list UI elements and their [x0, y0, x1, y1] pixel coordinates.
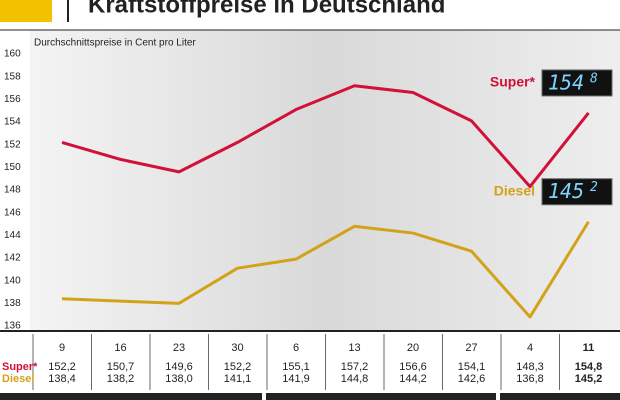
- value-label: 152,2: [224, 361, 252, 373]
- y-tick-label: 136: [4, 321, 21, 332]
- value-label: 150,7: [107, 361, 135, 373]
- value-label: 148,3: [516, 361, 544, 373]
- y-tick-label: 158: [4, 71, 21, 82]
- y-tick-label: 138: [4, 298, 21, 309]
- value-label: 141,1: [224, 373, 252, 385]
- value-label: 144,2: [399, 373, 427, 385]
- y-tick-label: 140: [4, 275, 21, 286]
- month-bar: [500, 393, 620, 400]
- plot-background: [30, 30, 620, 330]
- value-label: 141,9: [282, 373, 310, 385]
- x-tick-label: 9: [59, 342, 65, 354]
- row-label: Super*: [2, 361, 38, 373]
- y-tick-label: 148: [4, 185, 21, 196]
- price-display-main: 145: [548, 179, 584, 203]
- x-tick-label: 11: [583, 342, 595, 354]
- value-label: 138,0: [165, 373, 193, 385]
- x-tick-label: 27: [465, 342, 477, 354]
- y-tick-label: 142: [4, 253, 21, 264]
- x-tick-label: 23: [173, 342, 185, 354]
- value-label: 152,2: [48, 361, 76, 373]
- y-tick-label: 144: [4, 230, 21, 241]
- chart-subtitle: Durchschnittspreise in Cent pro Liter: [34, 38, 196, 49]
- price-display-sup: 8: [590, 71, 598, 86]
- value-label: 145,2: [575, 373, 603, 385]
- value-label: 156,6: [399, 361, 427, 373]
- y-tick-label: 152: [4, 139, 21, 150]
- series-line: [61, 84, 590, 189]
- price-display: [541, 69, 613, 97]
- chart-title: Kraftstoffpreise in Deutschland: [88, 0, 445, 18]
- value-label: 138,4: [48, 373, 76, 385]
- y-tick-label: 160: [4, 49, 21, 60]
- value-label: 157,2: [341, 361, 369, 373]
- value-label: 149,6: [165, 361, 193, 373]
- x-tick-label: 30: [231, 342, 243, 354]
- x-tick-label: 13: [348, 342, 360, 354]
- price-display-sup: 2: [590, 180, 598, 195]
- y-tick-label: 156: [4, 94, 21, 105]
- x-tick-label: 6: [293, 342, 299, 354]
- row-label: Diesel: [2, 373, 34, 385]
- value-label: 136,8: [516, 373, 544, 385]
- series-label: Super*: [490, 74, 536, 90]
- value-label: 154,1: [458, 361, 486, 373]
- price-display-main: 154: [548, 70, 584, 94]
- value-label: 144,8: [341, 373, 369, 385]
- y-tick-label: 154: [4, 117, 21, 128]
- brand-square: [0, 0, 52, 22]
- month-bar: [266, 393, 496, 400]
- price-display: [541, 178, 613, 206]
- series-line: [61, 220, 590, 319]
- value-label: 142,6: [458, 373, 486, 385]
- month-bar: [0, 393, 262, 400]
- x-tick-label: 16: [114, 342, 126, 354]
- value-label: 155,1: [282, 361, 310, 373]
- value-label: 154,8: [575, 361, 603, 373]
- value-label: 138,2: [107, 373, 135, 385]
- y-tick-label: 146: [4, 207, 21, 218]
- x-tick-label: 20: [407, 342, 419, 354]
- series-label: Diesel: [494, 182, 535, 198]
- x-tick-label: 4: [527, 342, 533, 354]
- y-tick-label: 150: [4, 162, 21, 173]
